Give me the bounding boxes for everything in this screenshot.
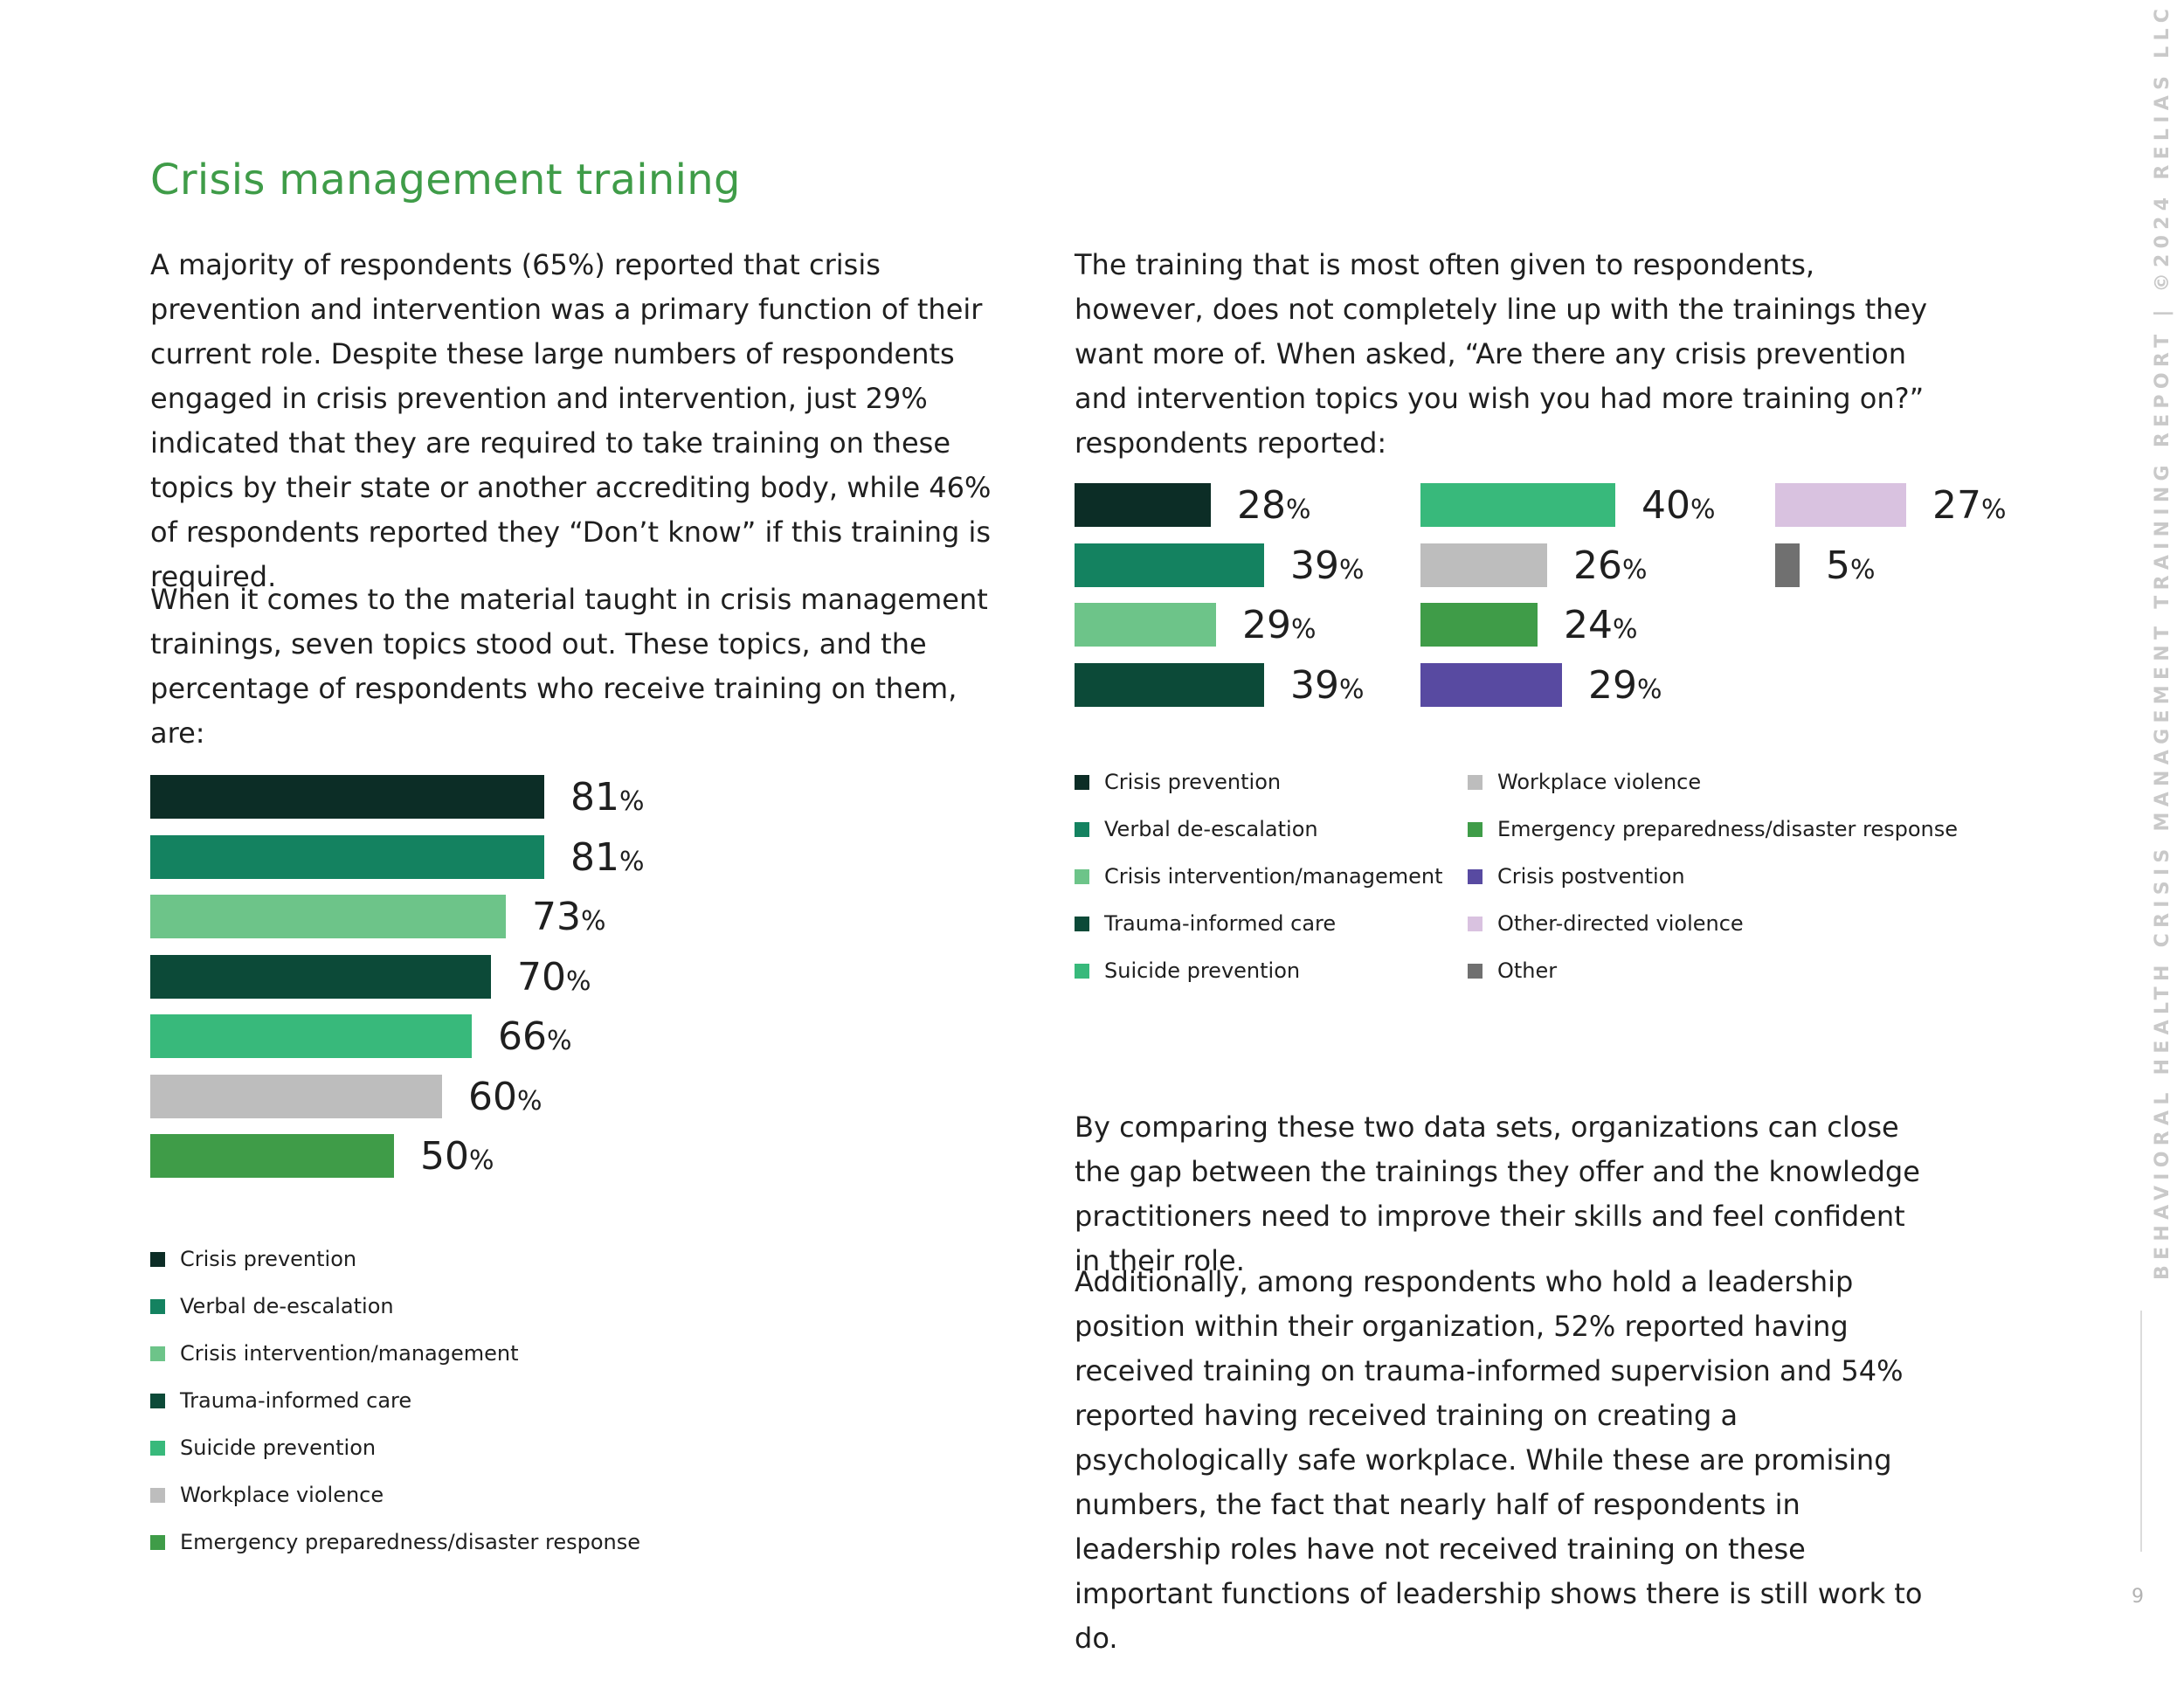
data-label-suicide-prevention: 40% (1641, 483, 1716, 528)
legend-label: Verbal de-escalation (1104, 817, 1318, 841)
data-label-trauma-informed-care: 70% (517, 954, 591, 1000)
data-label-workplace-violence: 26% (1573, 543, 1648, 588)
data-label-trauma-informed-care: 39% (1290, 662, 1365, 708)
bar-trauma-informed-care (150, 954, 491, 999)
legend-swatch (1468, 964, 1482, 979)
data-label-emergency-preparedness-disaster-response: 24% (1564, 603, 1638, 647)
data-label-other: 5% (1826, 543, 1876, 588)
wanted-training-legend-col1: Crisis prevention Verbal de-escalation Cri… (1075, 769, 1443, 1005)
wanted-training-legend-col2: Workplace violence Emergency preparedness… (1468, 769, 1958, 1005)
legend-item-crisis-prevention: Crisis prevention (150, 1246, 640, 1293)
page-title: Crisis management training (150, 156, 741, 204)
legend-swatch (1468, 775, 1482, 790)
legend-item-verbal-de-escalation: Verbal de-escalation (150, 1293, 640, 1340)
bar-crisis-intervention-management (1075, 603, 1216, 647)
bar-emergency-preparedness-disaster-response (1420, 603, 1538, 647)
legend-label: Trauma-informed care (1104, 911, 1337, 936)
legend-swatch (150, 1488, 165, 1503)
sidebar-divider (2140, 1311, 2142, 1552)
data-label-verbal-de-escalation: 81% (570, 834, 645, 880)
data-label-workplace-violence: 60% (468, 1074, 543, 1119)
legend-swatch (150, 1299, 165, 1314)
leadership-paragraph: Additionally, among respondents who hold… (1075, 1265, 1923, 1655)
bar-verbal-de-escalation (1075, 543, 1264, 587)
page-number: 9 (2132, 1586, 2144, 1608)
bar-crisis-postvention (1420, 662, 1562, 707)
legend-item-suicide-prevention: Suicide prevention (1075, 958, 1443, 1005)
data-label-crisis-intervention-management: 29% (1242, 603, 1317, 647)
report-running-head: BEHAVIORAL HEALTH CRISIS MANAGEMENT TRAI… (2152, 3, 2174, 1280)
bar-suicide-prevention (150, 1014, 472, 1058)
legend-item-emergency-preparedness-disaster-response: Emergency preparedness/disaster response (150, 1529, 640, 1576)
bar-crisis-prevention (150, 775, 544, 819)
legend-item-crisis-intervention-management: Crisis intervention/management (1075, 863, 1443, 910)
legend-item-other-directed-violence: Other-directed violence (1468, 910, 1958, 958)
legend-item-other: Other (1468, 958, 1958, 1005)
legend-label: Other (1497, 958, 1558, 983)
legend-item-workplace-violence: Workplace violence (1468, 769, 1958, 816)
legend-item-trauma-informed-care: Trauma-informed care (150, 1387, 640, 1435)
legend-label: Suicide prevention (180, 1435, 377, 1460)
legend-item-emergency-preparedness-disaster-response: Emergency preparedness/disaster response (1468, 816, 1958, 863)
legend-swatch (150, 1394, 165, 1408)
intro-paragraph: A majority of respondents (65%) reported… (150, 248, 992, 593)
legend-label: Emergency preparedness/disaster response (180, 1530, 640, 1554)
legend-swatch (1468, 917, 1482, 931)
legend-swatch (150, 1535, 165, 1550)
legend-swatch (1075, 964, 1089, 979)
legend-swatch (1075, 822, 1089, 837)
bar-crisis-prevention (1075, 483, 1211, 527)
legend-label: Crisis prevention (1104, 770, 1282, 794)
topics-paragraph: When it comes to the material taught in … (150, 583, 988, 750)
legend-label: Workplace violence (1497, 770, 1702, 794)
data-label-crisis-intervention-management: 73% (532, 895, 606, 939)
bar-emergency-preparedness-disaster-response (150, 1134, 394, 1178)
data-label-other-directed-violence: 27% (1932, 483, 2007, 528)
comparison-paragraph: By comparing these two data sets, organi… (1075, 1110, 1920, 1277)
bar-workplace-violence (1420, 543, 1547, 587)
data-label-emergency-preparedness-disaster-response: 50% (420, 1134, 494, 1179)
legend-label: Suicide prevention (1104, 958, 1301, 983)
legend-swatch (1075, 917, 1089, 931)
legend-label: Crisis prevention (180, 1247, 357, 1271)
legend-swatch (1075, 869, 1089, 884)
legend-item-trauma-informed-care: Trauma-informed care (1075, 910, 1443, 958)
legend-item-suicide-prevention: Suicide prevention (150, 1435, 640, 1482)
bar-suicide-prevention (1420, 483, 1615, 527)
bar-crisis-intervention-management (150, 895, 506, 938)
bar-verbal-de-escalation (150, 834, 544, 879)
legend-label: Trauma-informed care (180, 1388, 412, 1413)
legend-item-crisis-prevention: Crisis prevention (1075, 769, 1443, 816)
wish-list-paragraph: The training that is most often given to… (1075, 248, 1928, 460)
bar-other-directed-violence (1775, 483, 1906, 527)
legend-item-crisis-postvention: Crisis postvention (1468, 863, 1958, 910)
legend-label: Verbal de-escalation (180, 1294, 394, 1318)
legend-swatch (1468, 822, 1482, 837)
legend-label: Workplace violence (180, 1483, 384, 1507)
legend-swatch (150, 1441, 165, 1456)
bar-trauma-informed-care (1075, 662, 1264, 707)
legend-swatch (150, 1252, 165, 1267)
legend-item-crisis-intervention-management: Crisis intervention/management (150, 1340, 640, 1387)
data-label-crisis-prevention: 81% (570, 775, 645, 820)
legend-label: Other-directed violence (1497, 911, 1744, 936)
legend-item-verbal-de-escalation: Verbal de-escalation (1075, 816, 1443, 863)
legend-swatch (1075, 775, 1089, 790)
data-label-crisis-prevention: 28% (1237, 483, 1311, 528)
legend-label: Crisis postvention (1497, 864, 1685, 889)
legend-label: Crisis intervention/management (1104, 864, 1443, 889)
legend-item-workplace-violence: Workplace violence (150, 1482, 640, 1529)
bar-other (1775, 543, 1800, 587)
data-label-suicide-prevention: 66% (498, 1014, 572, 1059)
legend-label: Emergency preparedness/disaster response (1497, 817, 1958, 841)
legend-swatch (150, 1346, 165, 1361)
data-label-crisis-postvention: 29% (1588, 662, 1662, 708)
legend-swatch (1468, 869, 1482, 884)
received-training-legend: Crisis prevention Verbal de-escalation Cri… (150, 1246, 640, 1576)
data-label-verbal-de-escalation: 39% (1290, 543, 1365, 588)
bar-workplace-violence (150, 1074, 442, 1118)
legend-label: Crisis intervention/management (180, 1341, 519, 1366)
